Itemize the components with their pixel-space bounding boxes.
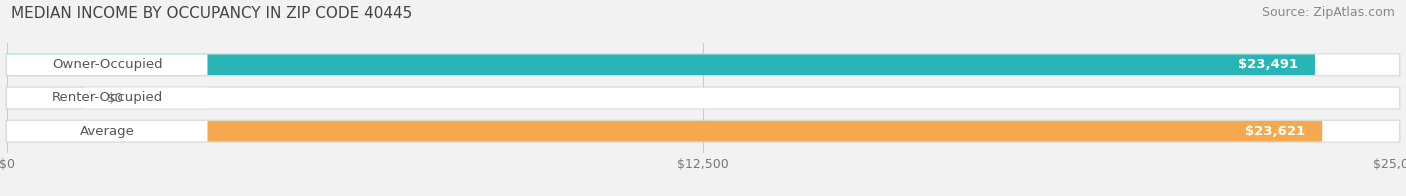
FancyBboxPatch shape	[7, 121, 1399, 142]
Text: Renter-Occupied: Renter-Occupied	[52, 92, 163, 104]
Text: Source: ZipAtlas.com: Source: ZipAtlas.com	[1261, 6, 1395, 19]
Text: $0: $0	[107, 92, 124, 104]
FancyBboxPatch shape	[6, 120, 1400, 143]
FancyBboxPatch shape	[7, 54, 208, 75]
FancyBboxPatch shape	[7, 88, 1399, 108]
Text: Owner-Occupied: Owner-Occupied	[52, 58, 163, 71]
FancyBboxPatch shape	[7, 121, 208, 142]
FancyBboxPatch shape	[7, 88, 208, 108]
Text: $23,491: $23,491	[1239, 58, 1298, 71]
FancyBboxPatch shape	[7, 54, 1399, 75]
Text: Average: Average	[80, 125, 135, 138]
FancyBboxPatch shape	[7, 54, 1315, 75]
FancyBboxPatch shape	[6, 53, 1400, 76]
Text: MEDIAN INCOME BY OCCUPANCY IN ZIP CODE 40445: MEDIAN INCOME BY OCCUPANCY IN ZIP CODE 4…	[11, 6, 412, 21]
FancyBboxPatch shape	[7, 88, 84, 108]
Text: $23,621: $23,621	[1246, 125, 1306, 138]
FancyBboxPatch shape	[7, 121, 1322, 142]
FancyBboxPatch shape	[6, 86, 1400, 110]
